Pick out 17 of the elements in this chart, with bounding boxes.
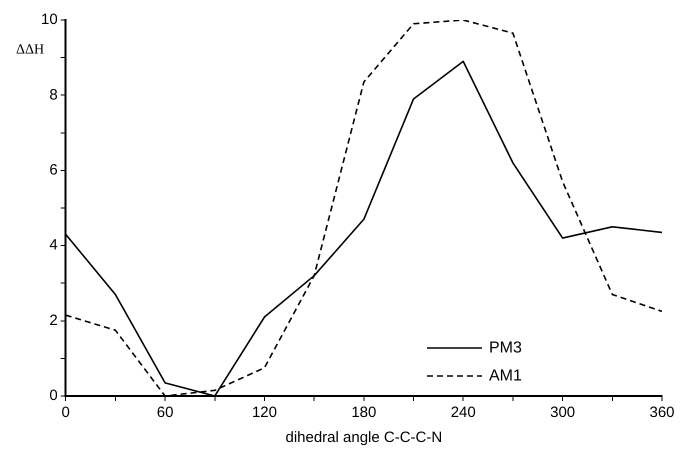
x-axis-title: dihedral angle C-C-C-N (285, 429, 442, 446)
x-tick-label: 60 (156, 404, 174, 422)
x-tick-label: 120 (252, 404, 277, 422)
x-tick-label: 180 (351, 404, 376, 422)
legend-label: AM1 (489, 367, 522, 384)
y-axis-title: ΔΔH (16, 42, 44, 58)
x-tick-label: 240 (450, 404, 476, 422)
y-tick-label: 0 (49, 387, 58, 404)
y-tick-label: 2 (49, 312, 58, 329)
x-tick-label: 300 (550, 404, 576, 422)
legend-label: PM3 (489, 339, 522, 356)
y-tick-label: 6 (49, 162, 58, 179)
x-tick-label: 360 (649, 404, 675, 422)
y-tick-label: 8 (49, 86, 58, 104)
x-tick-label: 0 (62, 404, 70, 422)
y-tick-label: 10 (40, 11, 58, 28)
y-tick-label: 4 (49, 236, 58, 254)
